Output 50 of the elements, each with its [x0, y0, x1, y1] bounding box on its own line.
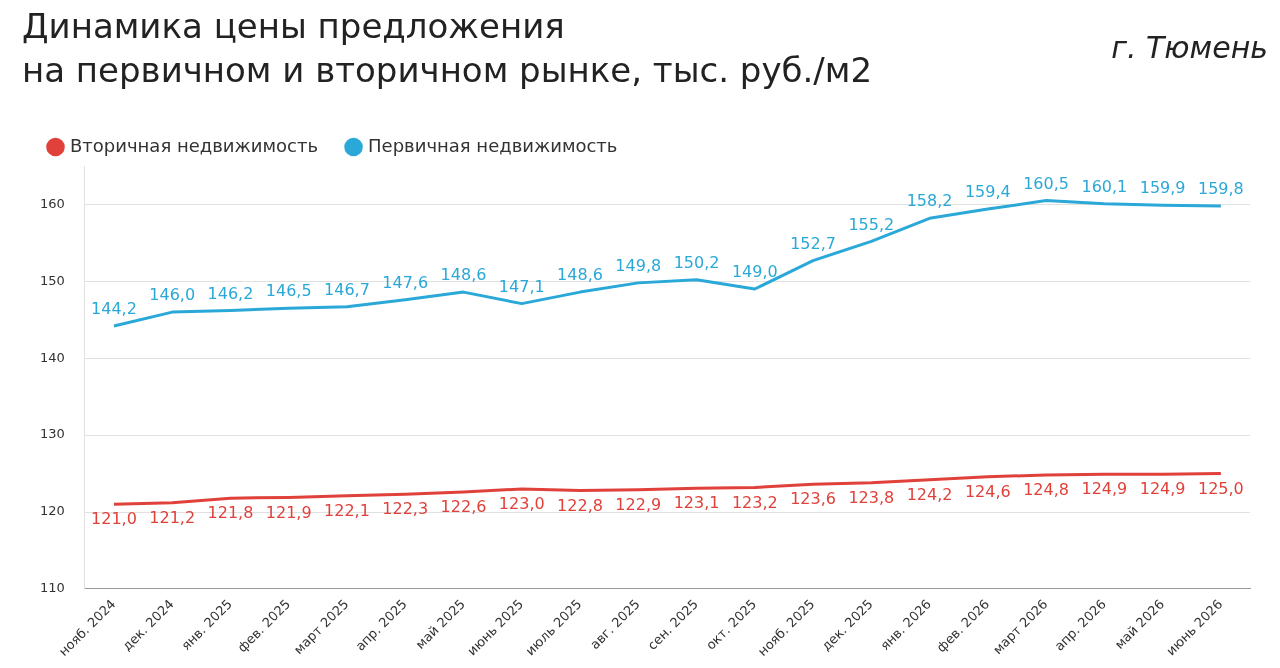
data-label: 149,0: [731, 262, 778, 282]
data-label: 148,6: [557, 265, 603, 285]
y-tick-label: 120: [39, 503, 65, 519]
data-label: 146,5: [265, 281, 312, 301]
data-label: 122,9: [615, 494, 662, 514]
data-label: 124,8: [1023, 480, 1069, 500]
data-label: 121,2: [149, 507, 196, 527]
data-label: 124,9: [1081, 479, 1128, 499]
data-label: 150,2: [673, 252, 720, 272]
data-label: 160,1: [1081, 176, 1128, 196]
data-label: 155,2: [848, 214, 895, 234]
y-tick-label: 130: [39, 426, 65, 442]
data-label: 123,0: [498, 494, 545, 514]
data-label: 124,6: [964, 481, 1011, 501]
data-label: 152,7: [790, 233, 836, 253]
data-label: 160,5: [1023, 173, 1069, 193]
y-tick-label: 140: [39, 349, 65, 365]
data-label: 124,9: [1139, 479, 1186, 499]
chart-title: Динамика цены предложения на первичном и вторичном рынке, тыс. руб./м2: [22, 5, 873, 92]
data-label: 121,9: [265, 502, 312, 522]
data-label: 146,7: [324, 279, 370, 299]
data-label: 122,1: [324, 501, 370, 521]
data-label: 122,8: [557, 495, 603, 515]
data-label: 159,8: [1197, 179, 1244, 199]
data-label: 158,2: [906, 191, 953, 211]
data-label: 159,9: [1139, 178, 1186, 198]
data-label: 147,1: [498, 276, 545, 296]
data-label: 148,6: [440, 265, 487, 285]
y-tick-label: 110: [39, 580, 65, 596]
chart-subtitle: г. Тюмень: [1111, 30, 1268, 65]
legend-label: Вторичная недвижимость: [70, 134, 319, 156]
data-label: 159,4: [964, 182, 1011, 202]
data-label: 124,2: [906, 484, 953, 504]
data-label: 147,6: [382, 272, 429, 292]
data-label: 122,6: [440, 497, 487, 517]
data-label: 149,8: [615, 256, 662, 276]
data-label: 123,8: [848, 487, 895, 507]
y-tick-label: 160: [39, 195, 65, 211]
data-label: 146,2: [207, 283, 254, 303]
data-label: 144,2: [91, 299, 137, 319]
data-label: 146,0: [149, 285, 196, 305]
data-label: 121,8: [207, 503, 254, 523]
data-label: 122,3: [382, 499, 429, 519]
data-label: 123,2: [731, 492, 778, 512]
data-label: 125,0: [1197, 478, 1244, 498]
y-tick-label: 150: [39, 272, 65, 288]
data-label: 121,0: [91, 509, 137, 529]
legend-label: Первичная недвижимость: [368, 134, 618, 156]
data-label: 123,6: [790, 489, 836, 509]
data-label: 123,1: [673, 493, 720, 513]
